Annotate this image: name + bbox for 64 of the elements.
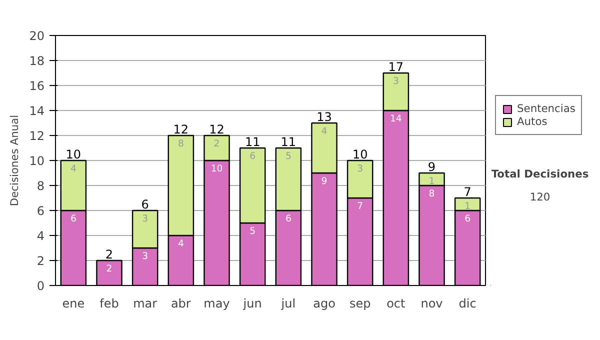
total-label: 7 <box>464 185 472 199</box>
data-label: 8 <box>428 188 435 200</box>
data-label: 7 <box>357 201 364 212</box>
y-tick-label: 10 <box>29 154 45 168</box>
y-tick-label: 12 <box>29 129 45 143</box>
data-label: 4 <box>70 164 76 174</box>
total-label: 12 <box>173 122 189 136</box>
x-tick-label: abr <box>170 296 191 310</box>
data-label: 14 <box>390 114 402 124</box>
y-tick-label: 8 <box>36 179 45 193</box>
total-label: 10 <box>352 148 368 162</box>
bar <box>96 260 122 286</box>
text: Total Decisiones <box>491 168 589 180</box>
data-label: 5 <box>250 226 256 237</box>
data-label: 6 <box>70 214 76 224</box>
x-tick-label: ene <box>62 296 85 310</box>
x-tick-label: mar <box>133 296 158 310</box>
total-label: 11 <box>244 135 260 149</box>
total-label: 12 <box>209 122 224 136</box>
y-tick-label: 6 <box>36 204 45 218</box>
x-tick-label: feb <box>100 296 119 310</box>
data-label: 4 <box>321 126 328 137</box>
total-label: 9 <box>428 160 436 174</box>
data-label: 4 <box>178 238 184 250</box>
total-label: 2 <box>105 248 114 262</box>
y-axis-title: Decisiones Anual <box>8 114 22 206</box>
x-tick-label: may <box>204 296 230 310</box>
data-label: 5 <box>285 151 292 162</box>
text: 120 <box>530 190 550 204</box>
x-tick-label: oct <box>386 296 406 310</box>
y-tick-label: 16 <box>29 79 45 93</box>
y-tick-label: 0 <box>36 279 45 293</box>
y-tick-label: 2 <box>36 254 45 268</box>
data-label: 6 <box>250 151 256 162</box>
x-tick-label: nov <box>420 296 443 310</box>
data-label: 9 <box>321 176 328 187</box>
data-label: 6 <box>285 214 292 224</box>
total-label: 13 <box>316 110 332 124</box>
data-label: 1 <box>428 176 435 187</box>
legend-label: Sentencias <box>517 102 576 115</box>
total-label: 10 <box>66 148 82 162</box>
data-label: 8 <box>178 138 184 150</box>
data-label: 3 <box>357 164 364 174</box>
data-label: 1 <box>464 201 471 212</box>
x-tick-label: ago <box>313 296 336 310</box>
data-label: 10 <box>210 164 223 174</box>
total-label: 11 <box>280 135 296 149</box>
x-tick-label: jul <box>280 296 296 310</box>
total-label: 6 <box>141 198 149 212</box>
y-tick-label: 18 <box>29 54 45 68</box>
data-label: 6 <box>464 214 471 224</box>
y-tick-label: 20 <box>29 29 45 43</box>
x-tick-label: jun <box>242 296 262 310</box>
data-label: 3 <box>392 76 399 87</box>
x-tick-label: dic <box>458 296 476 310</box>
y-tick-label: 14 <box>29 104 45 118</box>
data-label: 2 <box>214 138 220 150</box>
data-label: 2 <box>106 264 112 274</box>
data-label: 3 <box>142 251 148 262</box>
y-tick-label: 4 <box>36 229 45 243</box>
x-tick-label: sep <box>349 296 371 310</box>
legend-label: Autos <box>517 115 548 128</box>
total-label: 17 <box>388 60 404 74</box>
data-label: 3 <box>142 214 148 224</box>
